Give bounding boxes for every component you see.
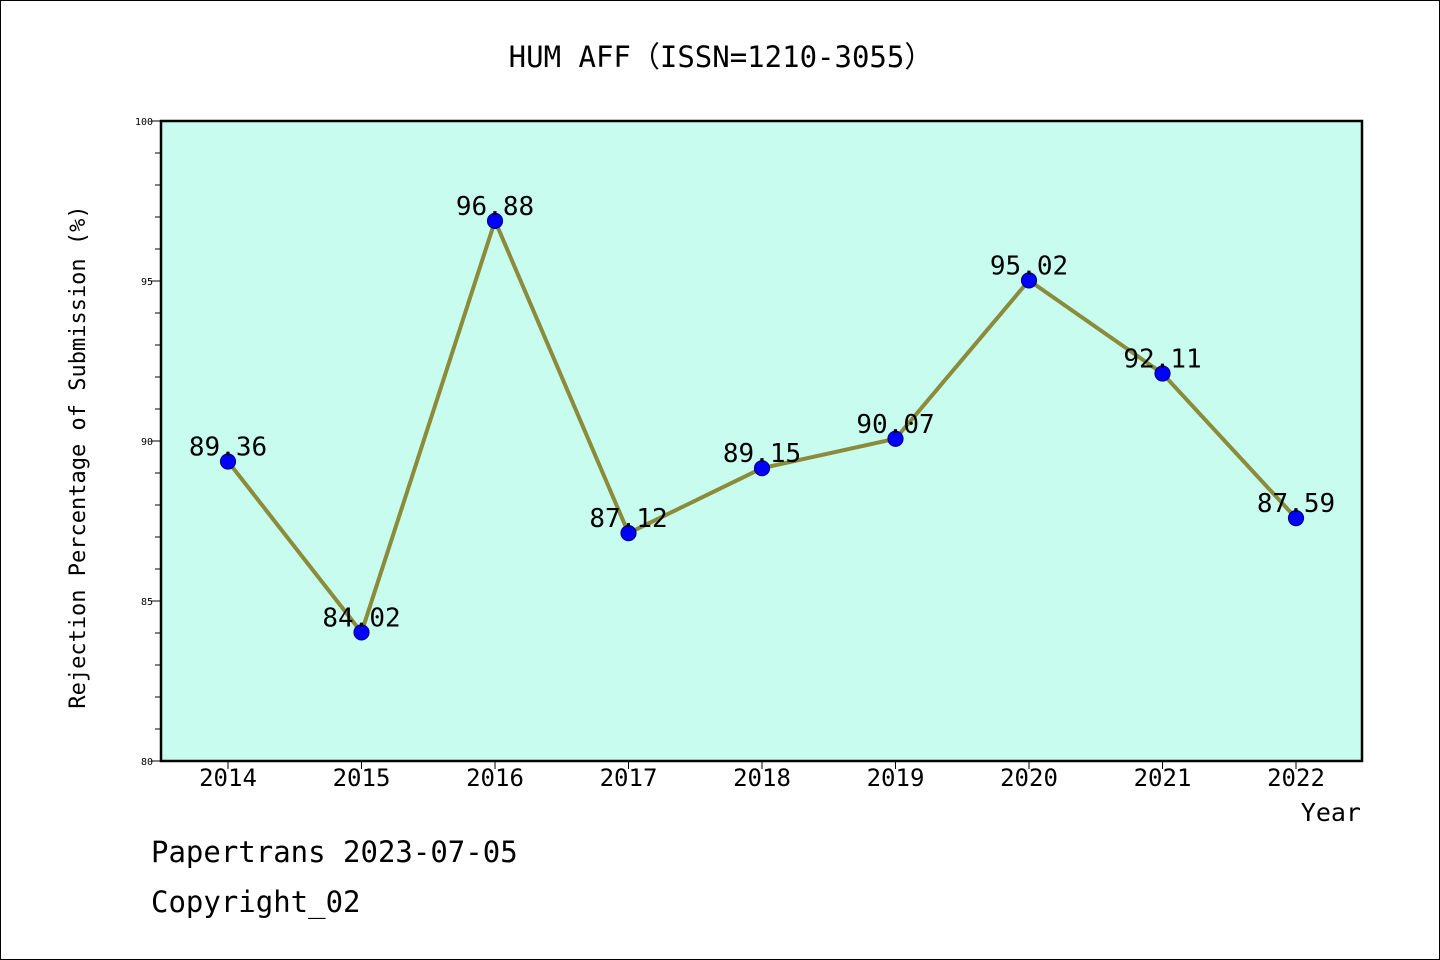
data-label: 96.88 [456,192,534,222]
y-axis: 80 85 90 95 100 [135,117,161,768]
data-label: 92.11 [1123,344,1201,374]
copyright-text: Copyright_02 [151,885,361,919]
x-tick-label: 2020 [1000,764,1058,792]
x-tick-label: 2017 [600,764,658,792]
data-point-marker [219,453,237,470]
data-point-marker [353,624,370,641]
y-tick-label: 95 [141,277,153,288]
data-label: 84.02 [322,603,400,633]
data-point-marker [486,212,504,229]
y-tick-label: 90 [141,437,153,448]
x-tick-label: 2019 [867,764,925,792]
data-label: 89.15 [723,439,801,469]
data-point-marker [887,430,904,447]
y-axis-label: Rejection Percentage of Submission (%) [66,205,91,708]
data-point-marker [620,525,637,542]
x-axis-label: Year [1301,798,1361,827]
data-label: 87.12 [589,504,667,534]
data-label: 87.59 [1257,489,1335,519]
series-markers [219,212,1305,641]
watermark-text: Papertrans 2023-07-05 [151,835,518,869]
data-labels: 89.36 84.02 96.88 87.12 89.15 90.07 95.02 92.11… [189,192,1335,634]
data-label: 95.02 [990,251,1068,281]
data-label: 90.07 [856,410,934,440]
x-axis: 2014 2015 2016 2017 2018 2019 2020 2021 2022 [199,761,1325,792]
data-point-marker [753,460,771,477]
x-tick-label: 2018 [733,764,791,792]
x-tick-label: 2022 [1267,764,1325,792]
y-tick-label: 80 [141,757,153,768]
x-tick-label: 2021 [1134,764,1192,792]
y-tick-label: 85 [141,597,153,608]
x-tick-label: 2016 [466,764,524,792]
x-tick-label: 2015 [333,764,391,792]
x-tick-label: 2014 [199,764,257,792]
chart-title: HUM AFF（ISSN=1210-3055） [509,40,934,74]
plot-area [159,119,1364,763]
data-label: 89.36 [189,432,267,462]
data-point-marker [1287,510,1305,527]
y-tick-label: 100 [135,117,153,128]
data-point-marker [1020,272,1038,289]
data-point-marker [1154,365,1171,382]
